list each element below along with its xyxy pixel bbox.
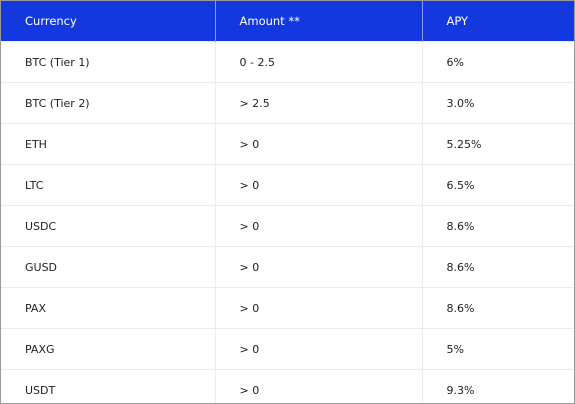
table-row: BTC (Tier 1) 0 - 2.5 6%: [1, 41, 574, 83]
table-row: PAXG > 0 5%: [1, 328, 574, 370]
header-cell: Amount **: [215, 1, 423, 42]
table-body: BTC (Tier 1) 0 - 2.5 6% BTC (Tier 2) > 2.5 3.…: [1, 41, 574, 403]
table-cell: > 0: [215, 246, 423, 288]
table-cell: 8.6%: [422, 287, 574, 329]
table-row: BTC (Tier 2) > 2.5 3.0%: [1, 82, 574, 124]
table-cell: > 0: [215, 205, 423, 247]
table-cell: 9.3%: [422, 369, 574, 403]
table-cell: LTC: [1, 164, 216, 206]
table-cell: 6%: [422, 41, 574, 83]
table-cell: > 0: [215, 287, 423, 329]
table-cell: 8.6%: [422, 246, 574, 288]
table-cell: USDT: [1, 369, 216, 403]
table-cell: > 0: [215, 123, 423, 165]
table-cell: > 0: [215, 369, 423, 403]
table-row: USDT > 0 9.3%: [1, 369, 574, 403]
table-row: USDC > 0 8.6%: [1, 205, 574, 247]
table-cell: GUSD: [1, 246, 216, 288]
table-cell: > 0: [215, 164, 423, 206]
header-cell: Currency: [1, 1, 216, 42]
table-cell: ETH: [1, 123, 216, 165]
header-row: Currency Amount ** APY: [1, 1, 574, 42]
table-cell: PAXG: [1, 328, 216, 370]
table-cell: 5.25%: [422, 123, 574, 165]
table-cell: BTC (Tier 2): [1, 82, 216, 124]
table-cell: 8.6%: [422, 205, 574, 247]
header-cell: APY: [422, 1, 574, 42]
table-cell: USDC: [1, 205, 216, 247]
table-row: LTC > 0 6.5%: [1, 164, 574, 206]
table-cell: 5%: [422, 328, 574, 370]
table-row: ETH > 0 5.25%: [1, 123, 574, 165]
table-cell: > 2.5: [215, 82, 423, 124]
table-cell: PAX: [1, 287, 216, 329]
table-cell: > 0: [215, 328, 423, 370]
table-cell: BTC (Tier 1): [1, 41, 216, 83]
table-cell: 6.5%: [422, 164, 574, 206]
table-cell: 3.0%: [422, 82, 574, 124]
table-row: GUSD > 0 8.6%: [1, 246, 574, 288]
table-row: PAX > 0 8.6%: [1, 287, 574, 329]
table-cell: 0 - 2.5: [215, 41, 423, 83]
